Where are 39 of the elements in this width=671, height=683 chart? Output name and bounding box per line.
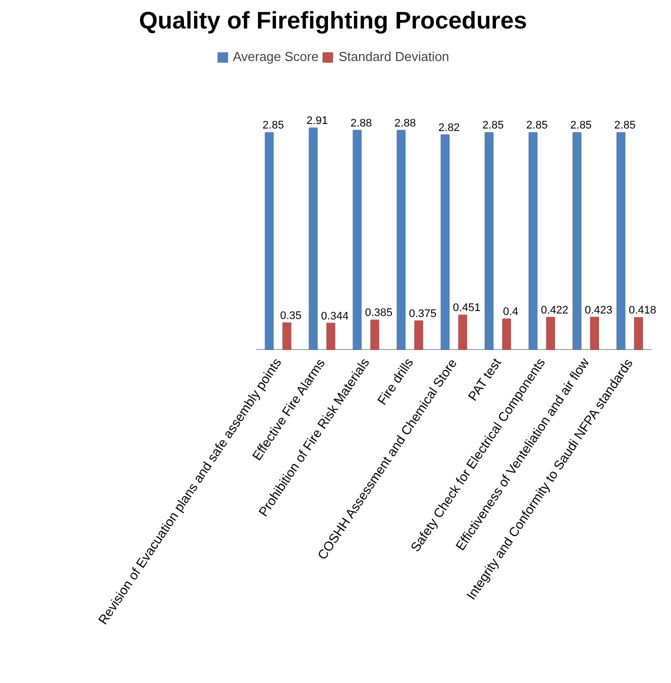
bar <box>484 132 494 350</box>
bar <box>282 322 292 350</box>
data-label: 0.4 <box>502 306 518 318</box>
bar <box>352 130 362 350</box>
bar <box>634 317 643 350</box>
legend-label: Standard Deviation <box>338 49 450 64</box>
bar <box>502 318 512 350</box>
bar <box>590 316 600 350</box>
data-label: 0.418 <box>628 304 656 317</box>
data-label: 0.375 <box>408 308 436 320</box>
data-label: 2.85 <box>482 120 504 132</box>
bar <box>370 320 380 350</box>
data-label: 0.423 <box>584 304 612 316</box>
data-label: 2.88 <box>350 117 372 130</box>
bar <box>528 132 538 350</box>
data-label: 2.88 <box>394 117 416 130</box>
bar <box>414 320 424 350</box>
data-label: 2.85 <box>526 120 548 132</box>
data-label: 2.91 <box>306 115 328 128</box>
data-label: 2.85 <box>614 120 636 132</box>
data-label: 0.385 <box>365 307 393 320</box>
bar <box>458 314 468 350</box>
data-label: 0.422 <box>540 304 568 316</box>
data-label: 2.82 <box>438 122 460 134</box>
bar <box>326 322 336 350</box>
bar <box>264 132 274 350</box>
data-label: 0.344 <box>321 310 349 322</box>
bar <box>546 316 556 350</box>
bar <box>308 128 318 350</box>
data-label: 2.85 <box>262 120 284 132</box>
data-label: 0.451 <box>452 302 480 314</box>
chart-title: Quality of Firefighting Procedures <box>138 8 528 34</box>
bar <box>440 134 450 350</box>
legend-label: Average Score <box>232 49 319 64</box>
bar <box>572 132 582 350</box>
bar <box>616 132 626 350</box>
bar <box>396 130 406 350</box>
data-label: 2.85 <box>570 120 592 132</box>
data-label: 0.35 <box>280 310 302 322</box>
